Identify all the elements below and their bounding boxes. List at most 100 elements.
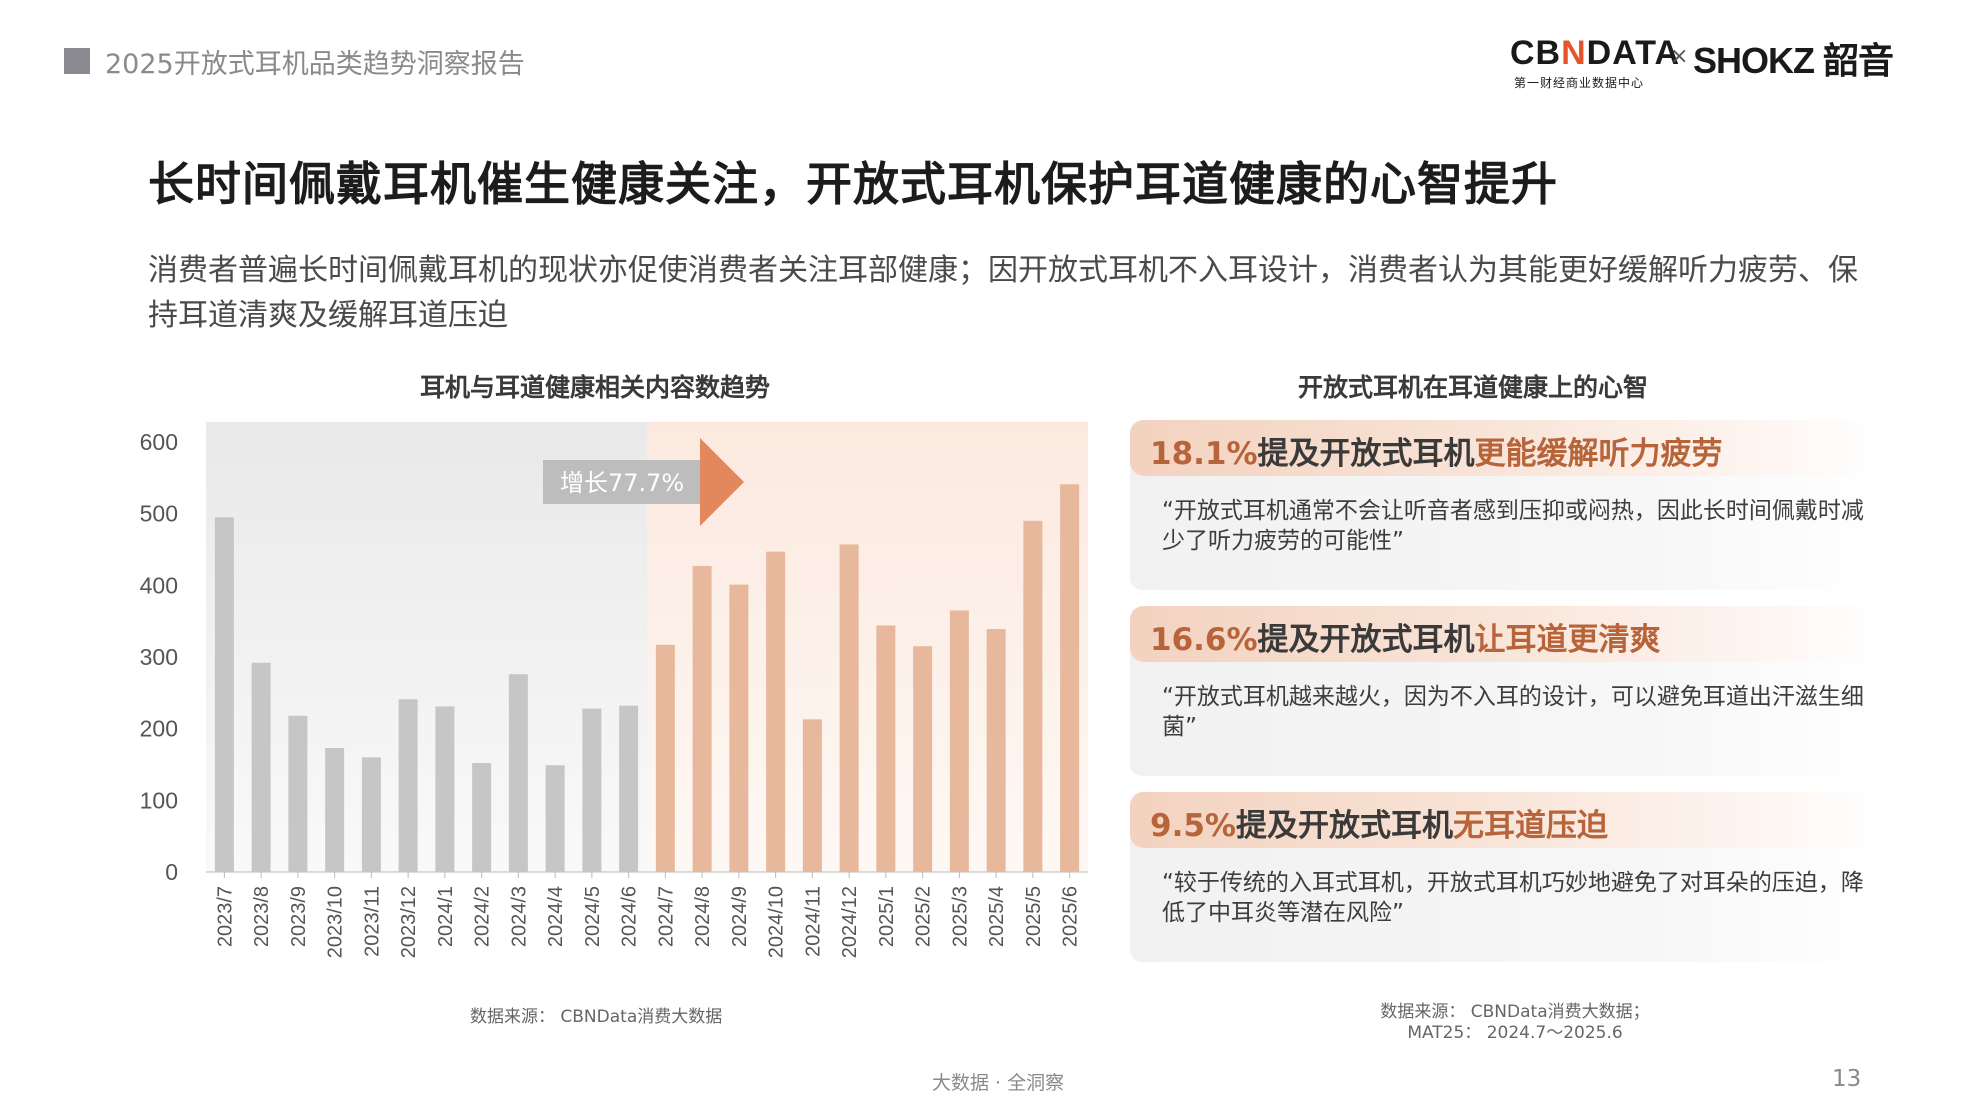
x-tick-label: 2024/5 [582, 886, 604, 947]
cbndata-logo-b: DATA [1586, 34, 1681, 72]
bar [288, 715, 308, 872]
bar [1023, 520, 1043, 872]
x-tick-label: 2023/7 [214, 886, 236, 947]
x-tick-label: 2025/4 [986, 886, 1008, 947]
bar [435, 706, 455, 872]
growth-label: 增长77.7% [560, 469, 684, 497]
footer-slogan: 大数据 · 全洞察 [932, 1072, 1065, 1094]
x-tick-label: 2024/6 [619, 886, 641, 947]
bar [325, 748, 345, 872]
logo-area: CBNDATA 第一财经商业数据中心 × SHOKZ 韶音 [1510, 26, 1894, 96]
chart-source: 数据来源： CBNData消费大数据 [470, 1007, 723, 1027]
insight-percent: 18.1% [1150, 436, 1258, 472]
insight-card-2: 16.6%提及开放式耳机让耳道更清爽 “开放式耳机越来越火，因为不入耳的设计，可… [1130, 606, 1878, 776]
insight-card-heading: 18.1%提及开放式耳机更能缓解听力疲劳 [1150, 428, 1723, 473]
bar [729, 584, 749, 872]
right-panel-source: 数据来源： CBNData消费大数据； MAT25： 2024.7～2025.6 [1280, 1002, 1750, 1044]
right-source-line-1: 数据来源： CBNData消费大数据； [1380, 1002, 1650, 1022]
y-tick-label: 400 [140, 572, 178, 598]
page-subtitle: 消费者普遍长时间佩戴耳机的现状亦促使消费者关注耳部健康；因开放式耳机不入耳设计，… [148, 253, 1858, 333]
bar [655, 644, 675, 872]
x-tick-label: 2023/10 [325, 886, 347, 958]
insight-card-heading: 16.6%提及开放式耳机让耳道更清爽 [1150, 614, 1661, 659]
cbndata-logo-n: N [1561, 34, 1587, 72]
chart-title: 耳机与耳道健康相关内容数趋势 [420, 373, 771, 402]
page-number: 13 [1832, 1066, 1862, 1092]
insight-card-header: 16.6%提及开放式耳机让耳道更清爽 [1130, 606, 1878, 662]
x-tick-label: 2024/12 [839, 886, 861, 958]
bar [839, 544, 859, 872]
insight-card-header: 9.5%提及开放式耳机无耳道压迫 [1130, 792, 1878, 848]
insight-mid-text: 提及开放式耳机 [1257, 436, 1475, 472]
logo-separator: × [1670, 44, 1689, 69]
report-title: 2025开放式耳机品类趋势洞察报告 [105, 49, 525, 80]
cbndata-logo-a: CB [1510, 34, 1562, 72]
y-tick-label: 500 [140, 501, 178, 527]
bar [692, 565, 712, 872]
header-square-marker [64, 48, 90, 74]
x-tick-label: 2023/9 [288, 886, 310, 947]
cbndata-logo: CBNDATA [1510, 34, 1680, 73]
insight-mid-text: 提及开放式耳机 [1257, 622, 1475, 658]
bar-chart: 0 100 200 300 400 500 600 2023/7 2023/8 2023/9 202… [140, 422, 1088, 958]
right-panel-title: 开放式耳机在耳道健康上的心智 [1298, 373, 1649, 402]
y-tick-label: 300 [140, 644, 178, 670]
x-tick-label: 2024/7 [655, 886, 677, 947]
y-tick-label: 0 [165, 859, 178, 885]
y-tick-label: 600 [140, 429, 178, 455]
x-tick-label: 2025/2 [913, 886, 935, 947]
bar [582, 708, 602, 872]
x-tick-label: 2024/9 [729, 886, 751, 947]
shokz-logo: SHOKZ 韶音 [1693, 40, 1894, 81]
bar [802, 719, 822, 872]
y-tick-label: 100 [140, 787, 178, 813]
x-tick-label: 2025/5 [1023, 886, 1045, 947]
insight-card-1: 18.1%提及开放式耳机更能缓解听力疲劳 “开放式耳机通常不会让听音者感到压抑或… [1130, 420, 1878, 590]
insight-quote: “开放式耳机通常不会让听音者感到压抑或闷热，因此长时间佩戴时减少了听力疲劳的可能… [1162, 498, 1864, 554]
insight-mid-text: 提及开放式耳机 [1235, 808, 1453, 844]
page-title: 长时间佩戴耳机催生健康关注，开放式耳机保护耳道健康的心智提升 [148, 157, 1558, 211]
x-tick-label: 2024/10 [766, 886, 788, 958]
insight-highlight: 更能缓解听力疲劳 [1474, 436, 1723, 472]
insight-quote: “较于传统的入耳式耳机，开放式耳机巧妙地避免了对耳朵的压迫，降低了中耳炎等潜在风… [1162, 870, 1864, 926]
x-tick-label: 2024/8 [692, 886, 714, 947]
x-tick-label: 2024/1 [435, 886, 457, 947]
bar [913, 646, 933, 872]
x-tick-label: 2024/2 [472, 886, 494, 947]
growth-label-bg [543, 460, 705, 504]
insight-percent: 16.6% [1150, 622, 1258, 658]
x-tick-label: 2023/12 [398, 886, 420, 958]
x-tick-label: 2025/6 [1060, 886, 1082, 947]
bar [214, 517, 234, 872]
insight-card-header: 18.1%提及开放式耳机更能缓解听力疲劳 [1130, 420, 1878, 476]
bar [472, 763, 492, 872]
bar [986, 629, 1006, 872]
x-tick-label: 2024/4 [545, 886, 567, 947]
insight-card-heading: 9.5%提及开放式耳机无耳道压迫 [1150, 800, 1608, 845]
bar [251, 662, 271, 872]
bar [361, 757, 381, 872]
x-tick-label: 2025/1 [876, 886, 898, 947]
bar [876, 625, 896, 872]
insight-percent: 9.5% [1150, 808, 1236, 844]
bar [545, 765, 565, 872]
bar [949, 610, 969, 872]
bar [508, 674, 528, 872]
cbndata-logo-subtitle: 第一财经商业数据中心 [1514, 76, 1645, 90]
insight-highlight: 让耳道更清爽 [1474, 622, 1661, 658]
y-tick-label: 200 [140, 716, 178, 742]
bar [1060, 484, 1080, 872]
insight-highlight: 无耳道压迫 [1452, 808, 1608, 844]
growth-arrow-icon [700, 438, 744, 526]
x-tick-label: 2023/8 [251, 886, 273, 947]
insight-card-3: 9.5%提及开放式耳机无耳道压迫 “较于传统的入耳式耳机，开放式耳机巧妙地避免了… [1130, 792, 1878, 962]
x-tick-label: 2023/11 [361, 886, 383, 957]
insight-quote: “开放式耳机越来越火，因为不入耳的设计，可以避免耳道出汗滋生细菌” [1162, 684, 1864, 740]
bar [398, 699, 418, 872]
bar [619, 705, 639, 872]
x-tick-label: 2024/3 [508, 886, 530, 947]
x-tick-label: 2024/11 [802, 886, 824, 957]
right-source-line-2: MAT25： 2024.7～2025.6 [1407, 1023, 1623, 1043]
bar [766, 551, 786, 872]
x-tick-label: 2025/3 [949, 886, 971, 947]
